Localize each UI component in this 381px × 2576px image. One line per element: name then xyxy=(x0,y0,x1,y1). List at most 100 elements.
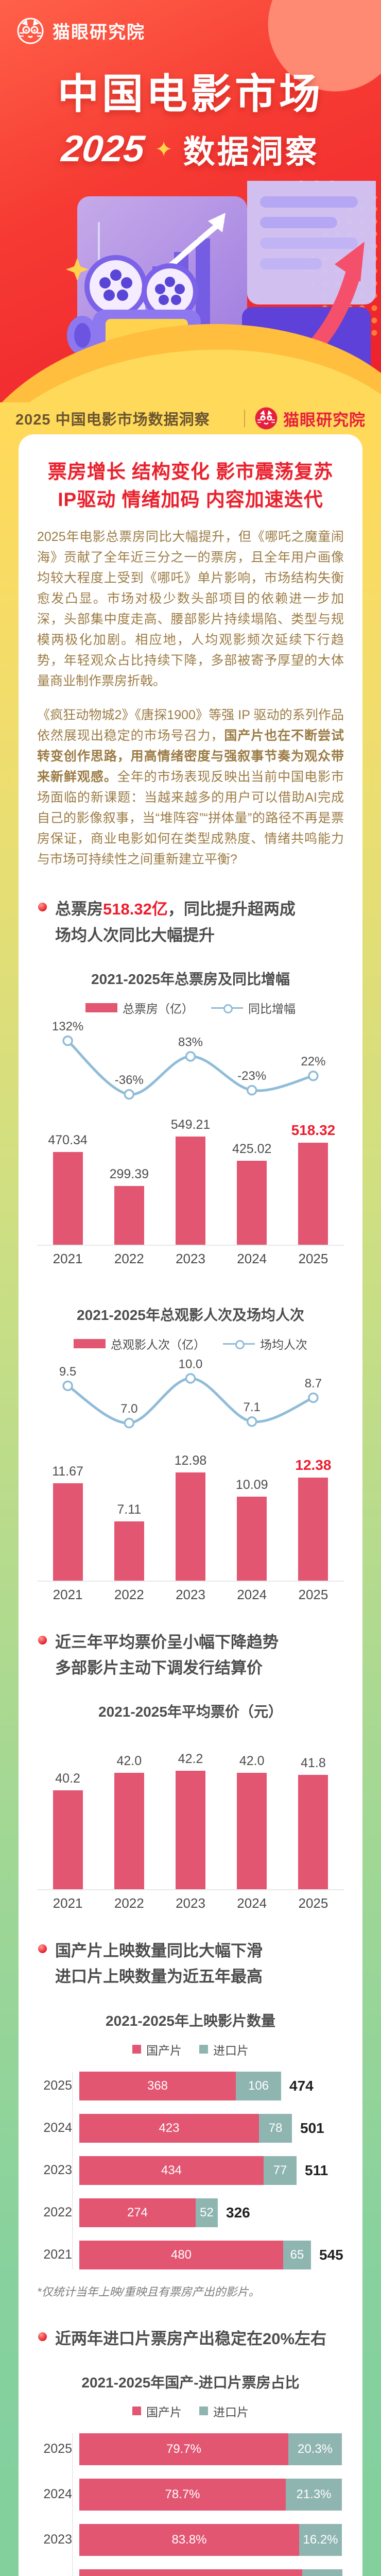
year-label: 2024 xyxy=(237,1586,267,1602)
chart-legend: 国产片 进口片 xyxy=(37,2041,344,2058)
bar xyxy=(298,1775,328,1890)
bar-segment: 434 xyxy=(79,2156,264,2185)
bar xyxy=(298,1142,328,1245)
paragraph-1: 2025年电影总票房同比大幅提升，但《哪吒之魔童闹海》贡献了全年近三分之一的票房… xyxy=(37,527,344,691)
bar xyxy=(176,1472,205,1581)
stacked-bar: 368 106 xyxy=(79,2071,281,2100)
line-point xyxy=(124,1417,135,1429)
legend-swatch xyxy=(199,2045,208,2054)
line-value-label: 22% xyxy=(301,1055,325,1069)
hero-title-year: 2025 xyxy=(60,128,147,170)
hero-titles: 中国电影市场 2025 ✦ 数据洞察 xyxy=(0,61,381,172)
heading-line: 近两年进口片票房产出稳定在20%左右 xyxy=(55,2326,326,2352)
line-value-label: 7.0 xyxy=(120,1402,137,1416)
total-label: 545 xyxy=(319,2246,343,2263)
maoyan-cat-icon xyxy=(17,18,44,44)
chart-title: 2021-2025年国产-进口片票房占比 xyxy=(81,2374,300,2391)
line-point xyxy=(62,1380,73,1391)
chart-title: 2021-2025年总观影人次及场均人次 xyxy=(77,1307,304,1323)
year-label: 2022 xyxy=(114,1895,144,1911)
legend-item: 国产片 xyxy=(132,2041,182,2058)
bar-slot: 12.38 xyxy=(283,1457,344,1581)
stacked-bar: 78.7% 21.3% xyxy=(79,2478,342,2511)
year-label: 2024 xyxy=(237,1250,267,1266)
line-value-label: -36% xyxy=(115,1073,144,1087)
table-row: 2024 78.7% 21.3% xyxy=(43,2478,344,2511)
bar-slot: 470.34 xyxy=(37,1133,98,1245)
heading-text: ，同比提升超两成 xyxy=(167,900,296,919)
heading-text: 进口片上映数量为近五年最高 xyxy=(55,1968,263,1986)
table-row: 2022 274 52 326 xyxy=(43,2198,344,2227)
year-label: 2025 xyxy=(43,2442,72,2456)
line-value-label: 9.5 xyxy=(59,1365,76,1379)
heading-text: 总票房 xyxy=(55,900,103,919)
legend-label: 国产片 xyxy=(146,2043,182,2057)
line-value-label: 10.0 xyxy=(179,1357,203,1371)
bar-value-label: 40.2 xyxy=(55,1771,80,1786)
bar-slot: 10.09 xyxy=(221,1478,283,1581)
bar xyxy=(114,1185,144,1245)
bar xyxy=(237,1773,267,1890)
star-icon: ✦ xyxy=(154,137,173,161)
year-label: 2023 xyxy=(176,1895,205,1911)
bar-slot: 42.0 xyxy=(221,1754,283,1890)
year-label: 2025 xyxy=(298,1895,328,1911)
section-heading-text: 近三年平均票价呈小幅下降趋势 多部影片主动下调发行结算价 xyxy=(55,1630,279,1681)
table-row: 2021 480 65 545 xyxy=(43,2240,344,2269)
stacked-bar: 84.9%15.2% xyxy=(79,2569,342,2576)
chart-title: 2021-2025年上映影片数量 xyxy=(106,2012,275,2029)
legend-item: 总票房（亿） xyxy=(85,999,194,1016)
stacked-bar: 79.7% 20.3% xyxy=(79,2433,342,2465)
legend-item: 场均人次 xyxy=(223,1335,307,1352)
chart-footnote: *仅统计当年上映/重映且有票房产出的影片。 xyxy=(37,2285,260,2298)
legend-line-marker xyxy=(223,1339,255,1349)
bar-slot: 42.2 xyxy=(160,1752,221,1890)
year-label: 2023 xyxy=(176,1250,205,1266)
table-row: 2025 368 106 474 xyxy=(43,2071,344,2100)
legend-label: 国产片 xyxy=(146,2405,182,2419)
line-point xyxy=(246,1416,257,1427)
bar-slot: 299.39 xyxy=(98,1167,160,1245)
bar-value-label: 549.21 xyxy=(170,1117,211,1132)
intro-paragraphs: 2025年电影总票房同比大幅提升，但《哪吒之魔童闹海》贡献了全年近三分之一的票房… xyxy=(37,527,344,870)
year-label: 2025 xyxy=(43,2078,72,2093)
bar-slot: 11.67 xyxy=(37,1464,98,1581)
bar-value-label: 42.2 xyxy=(178,1752,203,1767)
bar-value-label: 12.98 xyxy=(174,1453,207,1468)
chart-title: 2021-2025年总票房及同比增幅 xyxy=(91,971,290,987)
bullet-icon xyxy=(38,1944,47,1954)
section-heading-text: 近两年进口片票房产出稳定在20%左右 xyxy=(55,2326,326,2352)
year-label: 2021 xyxy=(53,1250,83,1266)
bar-rows: 2025 368 106 474 2024 423 78 501 2023 434 77 511 202… xyxy=(43,2071,344,2269)
total-label: 501 xyxy=(300,2120,324,2136)
bar-value-label: 12.38 xyxy=(295,1456,332,1473)
year-label: 2023 xyxy=(176,1586,205,1602)
year-label: 2021 xyxy=(43,2247,72,2262)
total-label: 511 xyxy=(305,2162,328,2178)
line-point xyxy=(185,1050,196,1062)
heading-text: 近三年平均票价呈小幅下降趋势 xyxy=(55,1633,279,1651)
bar-segment: 480 xyxy=(79,2240,283,2269)
bar xyxy=(237,1160,267,1245)
year-label: 2025 xyxy=(298,1250,328,1266)
legend-circle xyxy=(223,1004,233,1013)
bar-segment: 78 xyxy=(259,2113,292,2143)
maoyan-cat-icon xyxy=(255,407,278,430)
paragraph-2: 《疯狂动物城2》《唐探1900》等强 IP 驱动的系列作品依然展现出稳定的市场号… xyxy=(37,705,344,870)
year-label: 2023 xyxy=(43,2163,72,2178)
heading-line: 国产片上映数量同比大幅下滑 xyxy=(55,1938,263,1964)
year-label: 2023 xyxy=(43,2532,72,2547)
legend-label: 场均人次 xyxy=(260,1337,307,1351)
legend-swatch xyxy=(85,1003,117,1012)
legend-label: 进口片 xyxy=(213,2043,249,2057)
year-label: 2021 xyxy=(53,1895,83,1911)
heading-line: 近三年平均票价呈小幅下降趋势 xyxy=(55,1630,279,1655)
hero-title-main: 中国电影市场 xyxy=(58,71,323,117)
legend-swatch xyxy=(132,2406,141,2416)
heading-text: 国产片上映数量同比大幅下滑 xyxy=(55,1942,263,1960)
section-heading-ticket-price: 近三年平均票价呈小幅下降趋势 多部影片主动下调发行结算价 xyxy=(37,1630,344,1681)
bar-value-label: 10.09 xyxy=(235,1477,268,1492)
x-axis-line xyxy=(37,1244,344,1246)
year-label: 2022 xyxy=(114,1250,144,1266)
legend-label: 总票房（亿） xyxy=(123,1002,194,1015)
